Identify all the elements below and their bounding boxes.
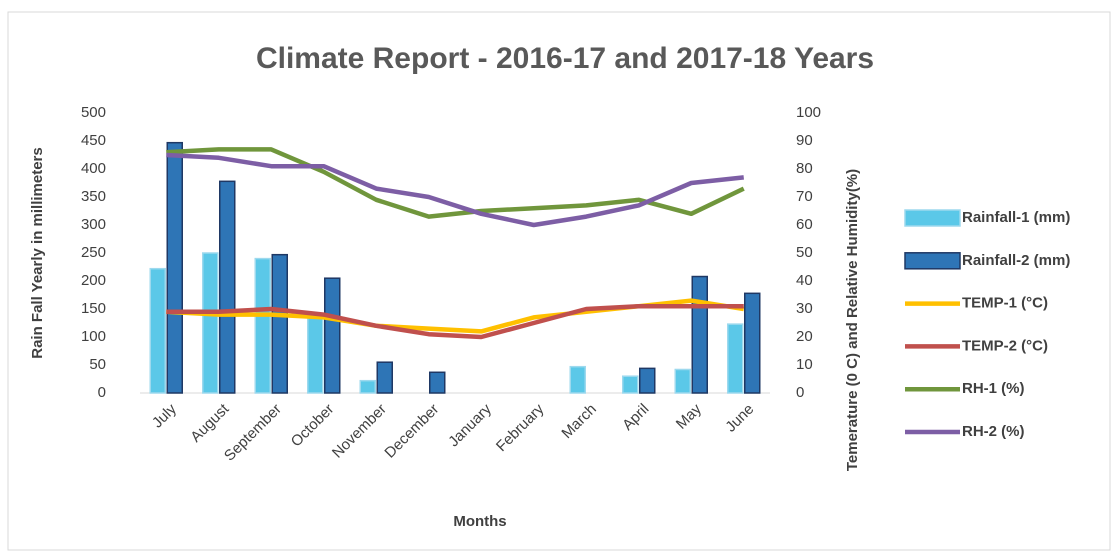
bar	[166, 141, 183, 394]
bar	[639, 367, 656, 394]
y2-tick-label: 70	[796, 188, 813, 205]
bar	[376, 361, 393, 394]
y-tick-label: 350	[81, 188, 106, 205]
bar	[359, 379, 376, 394]
line-series	[166, 152, 744, 228]
y-tick-label: 100	[81, 328, 106, 345]
bar	[219, 180, 236, 394]
legend-label: TEMP-2 (°C)	[962, 337, 1048, 354]
y-tick-label: 450	[81, 132, 106, 149]
y-tick-label: 300	[81, 216, 106, 233]
legend-label: TEMP-1 (°C)	[962, 295, 1048, 312]
bar	[744, 292, 761, 394]
y2-tick-label: 20	[796, 328, 813, 345]
bar	[271, 253, 288, 394]
legend-label: RH-2 (%)	[962, 423, 1025, 440]
y2-tick-label: 90	[796, 132, 813, 149]
chart-title: Climate Report - 2016-17 and 2017-18 Yea…	[256, 42, 874, 75]
legend-label: RH-1 (%)	[962, 380, 1025, 397]
y-tick-label: 0	[98, 384, 106, 401]
y2-tick-label: 10	[796, 356, 813, 373]
y2-tick-label: 50	[796, 244, 813, 261]
bar	[202, 252, 219, 394]
y-axis-title: Rain Fall Yearly in millimeters	[29, 147, 46, 359]
bar	[307, 313, 324, 394]
legend-label: Rainfall-1 (mm)	[962, 209, 1070, 226]
bar	[254, 257, 271, 394]
legend-swatch	[904, 252, 961, 270]
legend-swatch	[904, 209, 961, 227]
bar	[691, 275, 708, 394]
y2-tick-label: 80	[796, 160, 813, 177]
y2-tick-label: 40	[796, 272, 813, 289]
y-tick-label: 500	[81, 104, 106, 121]
bar	[429, 371, 446, 394]
bar	[149, 267, 166, 394]
y2-tick-label: 0	[796, 384, 804, 401]
x-axis-title: Months	[453, 513, 506, 530]
y2-tick-label: 100	[796, 104, 821, 121]
bar	[727, 323, 744, 394]
y2-tick-label: 30	[796, 300, 813, 317]
legend-label: Rainfall-2 (mm)	[962, 252, 1070, 269]
line-series	[166, 303, 744, 340]
y-tick-label: 150	[81, 300, 106, 317]
y2-tick-label: 60	[796, 216, 813, 233]
bar	[569, 365, 586, 394]
y-tick-label: 200	[81, 272, 106, 289]
y-tick-label: 400	[81, 160, 106, 177]
y-tick-label: 50	[89, 356, 106, 373]
y-tick-label: 250	[81, 244, 106, 261]
y2-axis-title: Temerature (0 C) and Relative Humidity(%…	[844, 169, 861, 471]
bar	[324, 277, 341, 394]
bar	[674, 368, 691, 394]
chart-border	[7, 11, 1111, 551]
bar	[622, 375, 639, 394]
